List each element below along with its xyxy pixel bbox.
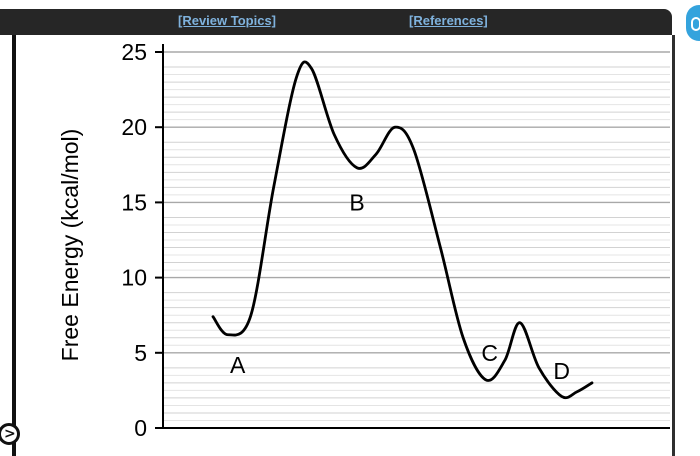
state-labels: A B C D [230, 189, 570, 383]
y-axis-label: Free Energy (kcal/mol) [57, 129, 83, 362]
left-border-inner [0, 35, 12, 456]
right-border [672, 35, 675, 456]
energy-curve [211, 60, 594, 400]
y-tick-label: 15 [121, 189, 147, 215]
state-label-a: A [230, 352, 246, 378]
grid-layer [163, 51, 670, 421]
references-link[interactable]: [References] [409, 13, 488, 28]
state-label-d: D [553, 358, 570, 384]
collapse-toggle-button[interactable]: > [0, 423, 20, 445]
state-label-c: C [481, 340, 498, 366]
window-topbar: [Review Topics] [References] [0, 9, 672, 35]
review-topics-link[interactable]: [Review Topics] [178, 13, 277, 28]
state-label-b: B [349, 189, 364, 215]
y-tick-label: 10 [121, 265, 147, 291]
axis-layer [162, 44, 670, 429]
y-tick-label: 25 [121, 39, 147, 65]
y-tick-label: 5 [134, 340, 147, 366]
y-tick-label: 0 [134, 415, 147, 441]
y-tick-label: 20 [121, 114, 147, 140]
y-tick-labels: 0 5 10 15 20 25 [121, 39, 163, 441]
chevron-right-icon: > [4, 426, 16, 442]
left-border [0, 35, 16, 456]
